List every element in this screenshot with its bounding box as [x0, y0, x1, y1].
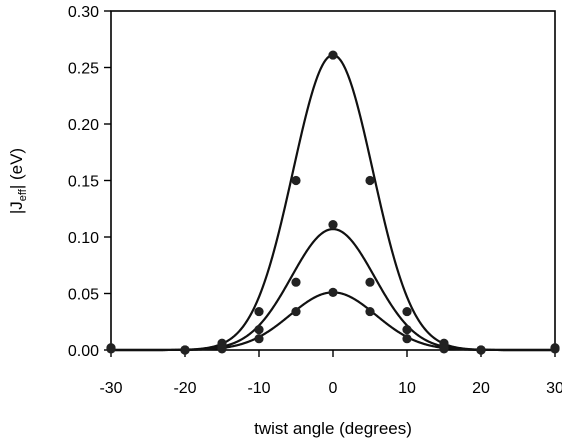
x-tick-label: 10 — [398, 380, 416, 397]
data-point — [106, 344, 116, 354]
data-point — [328, 287, 338, 297]
y-tick-label: 0.30 — [68, 4, 99, 21]
y-tick-label: 0.20 — [68, 117, 99, 134]
fit-curve-1 — [111, 53, 555, 352]
data-point — [254, 325, 264, 335]
x-tick-label: 30 — [546, 380, 562, 397]
data-point — [476, 345, 486, 355]
x-tick-label: -30 — [99, 380, 122, 397]
data-point — [402, 306, 412, 317]
data-point — [328, 219, 338, 230]
y-tick-label: 0.00 — [68, 343, 99, 360]
x-tick-label: 20 — [472, 380, 490, 397]
data-point — [328, 50, 338, 60]
data-point — [365, 277, 375, 287]
data-points — [106, 50, 560, 355]
data-point — [291, 306, 301, 317]
y-tick-label: 0.05 — [68, 287, 99, 304]
x-tick-label: -10 — [247, 380, 270, 397]
y-tick-label: 0.15 — [68, 174, 99, 191]
data-point — [291, 175, 301, 186]
plot-frame — [110, 10, 556, 351]
x-axis-ticks: -30 -20 -10 0 10 20 30 — [99, 350, 562, 397]
y-axis-title-prefix: |J — [7, 201, 26, 214]
x-tick-label: -20 — [173, 380, 196, 397]
data-point — [254, 334, 264, 344]
y-axis-title-suffix: | (eV) — [7, 148, 26, 189]
y-axis-title-subscript: eff — [17, 188, 29, 201]
data-point — [254, 306, 264, 317]
data-point — [217, 344, 227, 354]
data-point — [291, 277, 301, 287]
data-point — [365, 175, 375, 186]
data-point — [550, 344, 560, 354]
y-axis-title: |Jeff| (eV) — [7, 148, 29, 214]
x-tick-label: 0 — [329, 380, 338, 397]
fit-curve-3 — [111, 291, 555, 352]
data-point — [402, 334, 412, 344]
y-tick-label: 0.25 — [68, 61, 99, 78]
y-tick-label: 0.10 — [68, 230, 99, 247]
x-axis-title: twist angle (degrees) — [254, 419, 412, 438]
data-point — [180, 345, 190, 355]
y-axis-ticks: 0.00 0.05 0.10 0.15 0.20 0.25 0.30 — [68, 4, 111, 360]
data-point — [402, 325, 412, 335]
fit-curves — [111, 53, 555, 352]
data-point — [439, 344, 449, 354]
data-point — [365, 306, 375, 317]
